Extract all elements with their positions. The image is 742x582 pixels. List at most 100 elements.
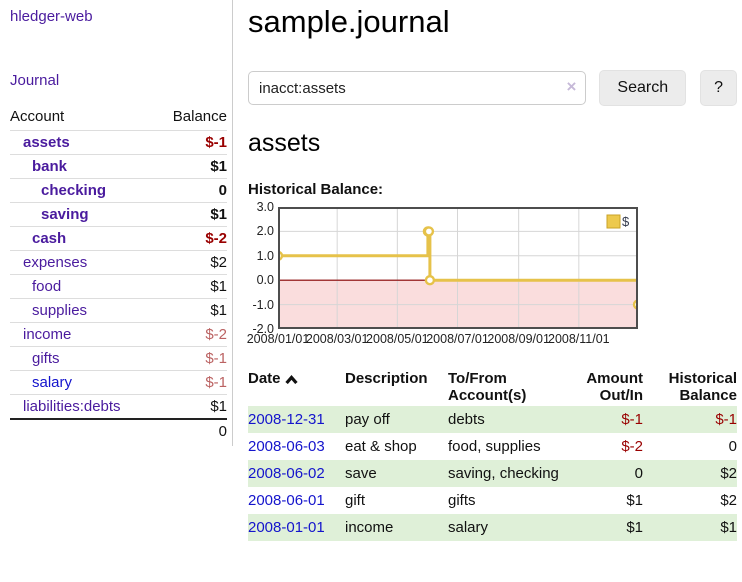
account-row: supplies $1: [10, 298, 227, 323]
register-row: 2008-12-31 pay off debts $-1 $-1: [248, 406, 737, 433]
transaction-balance: $-1: [715, 411, 737, 428]
transaction-amount: $1: [626, 519, 643, 536]
account-link[interactable]: supplies: [32, 302, 88, 319]
register-header-accounts: To/From Account(s): [448, 370, 527, 404]
account-link[interactable]: gifts: [32, 350, 60, 367]
account-row: saving $1: [10, 202, 227, 227]
account-balance: $1: [155, 154, 227, 179]
sidebar-journal-link[interactable]: Journal: [10, 72, 60, 89]
account-balance: $-1: [155, 346, 227, 371]
register-row: 2008-01-01 income salary $1 $1: [248, 514, 737, 541]
x-tick-label: 2008/01/01: [246, 332, 310, 346]
chart-title: Historical Balance:: [248, 181, 384, 198]
account-cell: expenses: [10, 250, 156, 275]
transaction-accounts: saving, checking: [448, 465, 559, 482]
app-brand-link[interactable]: hledger-web: [10, 8, 93, 25]
transaction-balance: $2: [720, 465, 737, 482]
transaction-date-link[interactable]: 2008-01-01: [248, 519, 325, 536]
account-cell: cash: [10, 226, 156, 251]
transaction-amount: $-2: [621, 438, 643, 455]
transaction-accounts: debts: [448, 411, 485, 428]
account-row: expenses $2: [10, 250, 227, 275]
register-row: 2008-06-02 save saving, checking 0 $2: [248, 460, 737, 487]
transaction-date-link[interactable]: 2008-12-31: [248, 411, 325, 428]
y-tick-label: 0.0: [256, 273, 274, 288]
transaction-date-link[interactable]: 2008-06-03: [248, 438, 325, 455]
account-balance: $1: [155, 274, 227, 299]
transaction-description: pay off: [345, 411, 390, 428]
register-header-date-label: Date: [248, 370, 281, 387]
x-tick-label: 2008/09/01: [487, 332, 550, 346]
y-tick-label: 2.0: [256, 224, 274, 239]
clear-search-icon[interactable]: ×: [566, 77, 577, 96]
transaction-amount: $-1: [621, 411, 643, 428]
transaction-balance: 0: [728, 438, 737, 455]
help-button[interactable]: ?: [700, 70, 737, 106]
register-header-amount: Amount Out/In: [586, 370, 643, 404]
account-row: checking 0: [10, 178, 227, 203]
account-cell: income: [10, 322, 156, 347]
sidebar: hledger-web Journal Account Balance asse…: [0, 0, 233, 446]
account-link[interactable]: food: [32, 278, 62, 295]
legend-swatch: [606, 214, 621, 229]
y-tick-label: -2.0: [252, 322, 274, 336]
register-row: 2008-06-01 gift gifts $1 $2: [248, 487, 737, 514]
accounts-header-row: Account Balance: [10, 106, 227, 131]
account-link[interactable]: liabilities:debts: [23, 398, 121, 415]
transaction-accounts: salary: [448, 519, 489, 536]
search-button[interactable]: Search: [599, 70, 687, 106]
search-input[interactable]: [248, 71, 587, 105]
account-balance: $2: [155, 250, 227, 275]
account-row: food $1: [10, 274, 227, 299]
account-balance: $-2: [155, 226, 227, 251]
search-box: ×: [248, 71, 587, 105]
account-cell: saving: [10, 202, 156, 227]
register-header-date[interactable]: Date: [248, 368, 345, 406]
account-cell: bank: [10, 154, 156, 179]
transaction-date-link[interactable]: 2008-06-01: [248, 492, 325, 509]
account-link[interactable]: expenses: [23, 254, 88, 271]
account-cell: checking: [10, 178, 156, 203]
account-link[interactable]: salary: [32, 374, 73, 391]
account-row: cash $-2: [10, 226, 227, 251]
register-header-row: Date Description To/From Account(s) Amou…: [248, 368, 737, 406]
historical-balance-chart: 3.0 2.0 1.0 0.0 -1.0 -2.0 $ 2008/01/01 2008/03…: [246, 200, 737, 349]
chart-plot-area: $: [272, 207, 644, 329]
accounts-header-account: Account: [10, 108, 65, 125]
transaction-description: save: [345, 465, 377, 482]
account-balance: $-2: [155, 322, 227, 347]
register-table: Date Description To/From Account(s) Amou…: [248, 368, 737, 541]
account-balance: $1: [155, 202, 227, 227]
transaction-date-cell: 2008-06-01: [248, 487, 345, 514]
account-cell: liabilities:debts: [10, 394, 156, 419]
account-heading: assets: [248, 129, 321, 157]
account-cell: supplies: [10, 298, 156, 323]
account-link[interactable]: income: [23, 326, 72, 343]
account-cell: salary: [10, 370, 156, 395]
account-link[interactable]: checking: [41, 182, 107, 199]
account-balance: $1: [155, 298, 227, 323]
account-row: bank $1: [10, 154, 227, 179]
register-header-description: Description: [345, 370, 428, 387]
accounts-header-balance: Balance: [172, 108, 227, 125]
account-cell: assets: [10, 130, 156, 155]
transaction-description: income: [345, 519, 394, 536]
account-link[interactable]: assets: [23, 134, 70, 151]
main-content: sample.journal × Search ? assets Histori…: [246, 0, 737, 541]
account-row: gifts $-1: [10, 346, 227, 371]
account-balance: $-1: [155, 370, 227, 395]
transaction-balance: $2: [720, 492, 737, 509]
transaction-accounts: food, supplies: [448, 438, 541, 455]
y-tick-label: 1.0: [256, 248, 274, 263]
account-link[interactable]: bank: [32, 158, 68, 175]
page-title: sample.journal: [248, 4, 450, 39]
transaction-date-cell: 2008-06-03: [248, 433, 345, 460]
transaction-amount: $1: [626, 492, 643, 509]
x-tick-label: 2008/03/01: [305, 332, 369, 346]
account-row: assets $-1: [10, 130, 227, 155]
transaction-date-link[interactable]: 2008-06-02: [248, 465, 325, 482]
transaction-date-cell: 2008-01-01: [248, 514, 345, 541]
account-link[interactable]: cash: [32, 230, 67, 247]
account-link[interactable]: saving: [41, 206, 89, 223]
